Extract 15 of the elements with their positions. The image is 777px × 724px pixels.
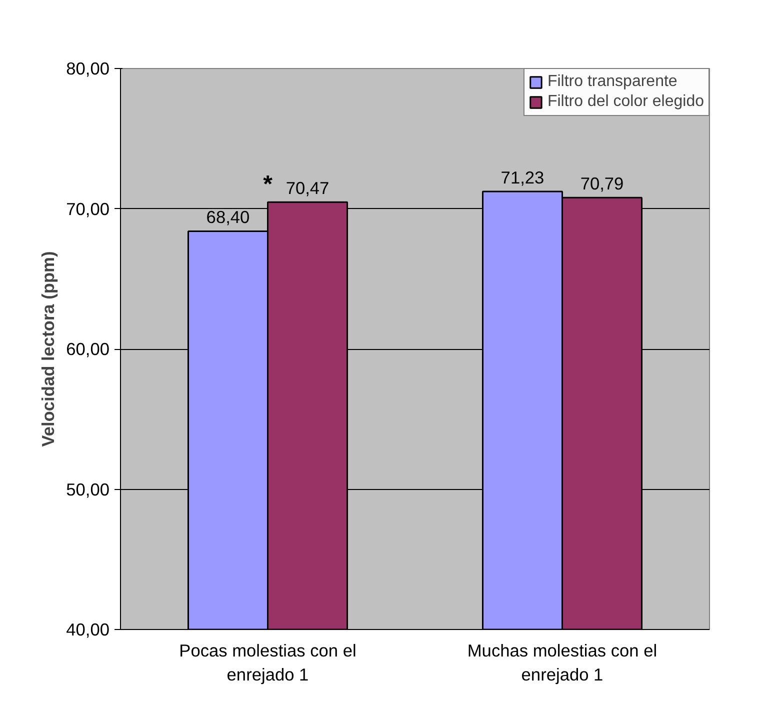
legend-label: Filtro transparente (547, 73, 678, 91)
y-axis-title: Velocidad lectora (ppm) (38, 251, 58, 447)
y-tick-label: 40,00 (66, 620, 110, 640)
data-label: 71,23 (500, 168, 544, 188)
y-tick-label: 60,00 (66, 339, 110, 359)
y-tick-label: 80,00 (66, 58, 110, 78)
annotation: * (263, 171, 274, 198)
data-label: 70,47 (286, 178, 330, 198)
data-label: 70,79 (580, 174, 624, 194)
data-label: 68,40 (206, 207, 250, 228)
x-tick-label: Muchas molestias con el enrejado 1 (467, 640, 658, 684)
legend-label: Filtro del color elegido (547, 93, 704, 111)
y-tick-label: 70,00 (66, 198, 110, 219)
y-tick-label: 50,00 (66, 479, 110, 500)
x-tick-label: Pocas molestias con el enrejado 1 (179, 640, 356, 684)
